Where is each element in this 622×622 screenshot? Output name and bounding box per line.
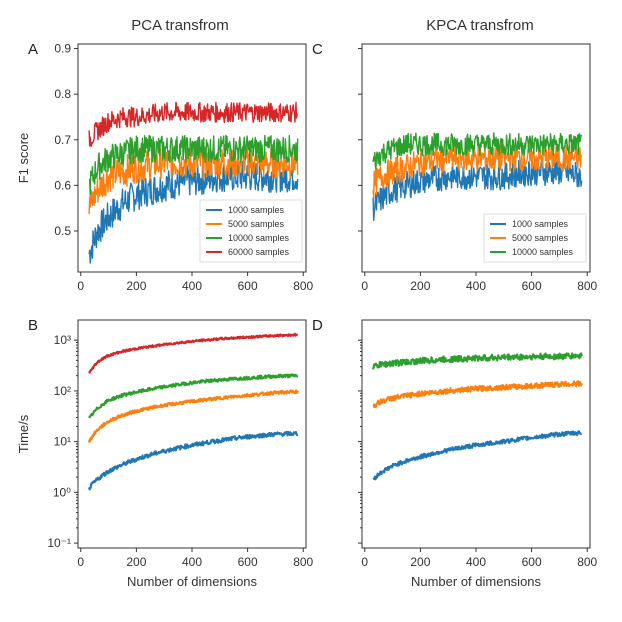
y-tick-label: 10¹ — [54, 435, 71, 449]
x-axis-label: Number of dimensions — [411, 574, 542, 589]
y-tick-label: 10³ — [54, 333, 71, 347]
panel-d: 0 200 400 600 800 D Number of dimensions — [312, 317, 598, 589]
y-axis-label: Time/s — [16, 414, 31, 453]
x-tick-label: 400 — [182, 555, 202, 569]
x-tick-label: 0 — [361, 279, 368, 293]
series-line-1000-samples — [88, 430, 299, 491]
x-tick-label: 0 — [77, 279, 84, 293]
left-column-title: PCA transfrom — [131, 17, 229, 34]
series-line-10000-samples — [372, 132, 583, 170]
x-tick-label: 400 — [182, 279, 202, 293]
series-line-5000-samples — [372, 143, 583, 199]
series-line-60000-samples — [88, 101, 299, 147]
legend-label: 5000 samples — [512, 233, 569, 243]
series-line-10000-samples — [88, 134, 299, 196]
series-line-10000-samples — [372, 352, 583, 370]
x-axis-label: Number of dimensions — [127, 574, 258, 589]
legend-label: 60000 samples — [228, 247, 290, 257]
x-tick-label: 600 — [522, 555, 542, 569]
panel-letter: C — [312, 41, 323, 58]
series-line-60000-samples — [88, 332, 299, 374]
legend-label: 1000 samples — [512, 219, 569, 229]
legend-label: 10000 samples — [228, 233, 290, 243]
y-tick-label: 0.8 — [54, 87, 71, 101]
panels: 0 200 400 600 800 0.5 0.6 0.7 0.8 0.9 A F1 score 100… — [16, 41, 598, 589]
series-group — [372, 132, 583, 222]
y-tick-label: 0.9 — [54, 42, 71, 56]
x-tick-label: 800 — [293, 279, 313, 293]
x-tick-label: 600 — [238, 279, 258, 293]
series-group — [372, 352, 583, 481]
series-group — [88, 332, 299, 491]
series-line-5000-samples — [372, 380, 583, 409]
y-axis-label: F1 score — [16, 133, 31, 184]
x-tick-label: 600 — [522, 279, 542, 293]
y-tick-label: 0.7 — [54, 133, 71, 147]
y-tick-label: 10⁰ — [53, 485, 71, 499]
legend-label: 10000 samples — [512, 247, 574, 257]
x-tick-label: 400 — [466, 279, 486, 293]
series-line-1000-samples — [372, 430, 583, 481]
legend-label: 1000 samples — [228, 205, 285, 215]
panel-letter: B — [28, 317, 38, 334]
x-tick-label: 600 — [238, 555, 258, 569]
y-tick-label: 0.5 — [54, 224, 71, 238]
x-tick-label: 200 — [410, 279, 430, 293]
right-column-title: KPCA transfrom — [426, 17, 534, 34]
panel-letter: A — [28, 41, 38, 58]
x-tick-label: 400 — [466, 555, 486, 569]
x-tick-label: 800 — [293, 555, 313, 569]
x-tick-label: 0 — [77, 555, 84, 569]
x-tick-label: 200 — [126, 555, 146, 569]
panel-b: 0 200 400 600 800 10⁻¹ 10⁰ 10¹ 10² 10³ B Number of … — [16, 317, 314, 589]
legend: 1000 samples 5000 samples 10000 samples 600… — [199, 199, 303, 263]
x-tick-label: 800 — [577, 279, 597, 293]
x-tick-label: 200 — [410, 555, 430, 569]
x-tick-label: 800 — [577, 555, 597, 569]
x-tick-label: 0 — [361, 555, 368, 569]
x-tick-label: 200 — [126, 279, 146, 293]
series-group — [88, 101, 299, 264]
y-tick-label: 10² — [54, 384, 71, 398]
legend-label: 5000 samples — [228, 219, 285, 229]
panel-letter: D — [312, 317, 323, 334]
series-line-5000-samples — [88, 389, 299, 443]
legend: 1000 samples 5000 samples 10000 samples — [483, 213, 587, 263]
y-tick-label: 0.6 — [54, 178, 71, 192]
panel-a: 0 200 400 600 800 0.5 0.6 0.7 0.8 0.9 A F1 score 100… — [16, 41, 314, 293]
series-line-10000-samples — [88, 373, 299, 419]
y-tick-label: 10⁻¹ — [47, 536, 71, 550]
